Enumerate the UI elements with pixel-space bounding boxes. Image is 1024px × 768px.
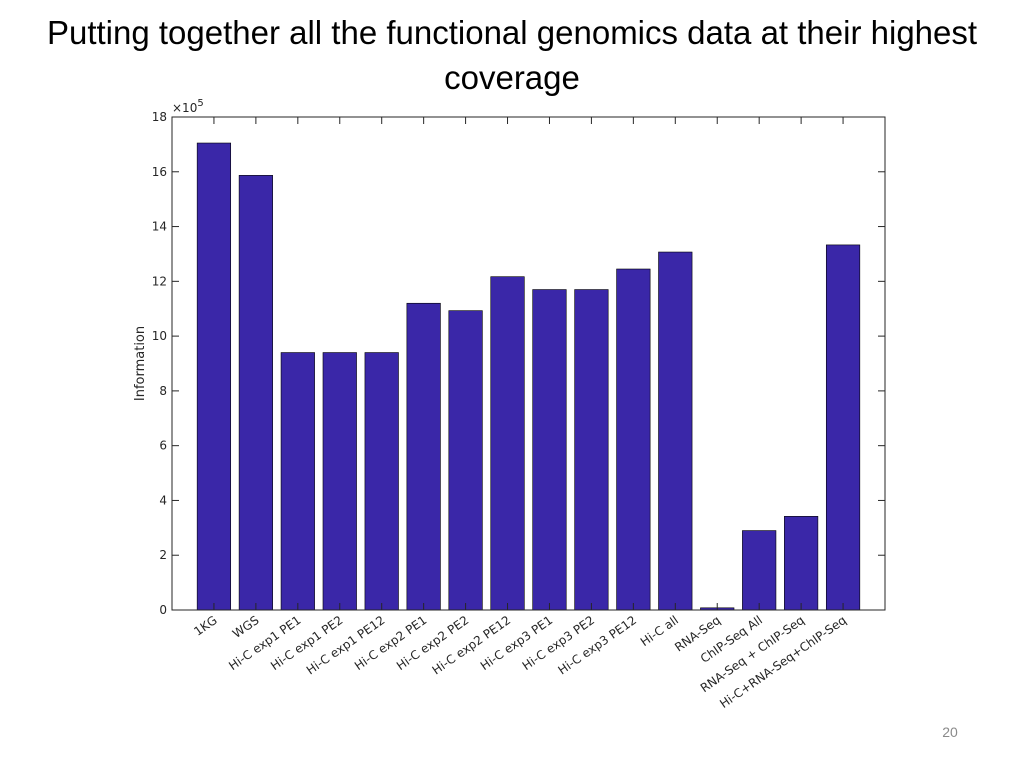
y-tick-label: 14 — [152, 220, 167, 234]
page-number: 20 — [942, 724, 958, 740]
bar-4 — [364, 352, 399, 611]
y-tick-label: 4 — [159, 493, 167, 507]
y-tick-label: 2 — [159, 548, 167, 562]
bar-6 — [448, 310, 483, 611]
x-tick-label: Hi-C exp3 PE12 — [555, 613, 639, 677]
bar-5 — [406, 302, 441, 611]
y-tick-label: 6 — [159, 439, 167, 453]
y-tick-label: 0 — [159, 603, 167, 617]
y-tick-label: 12 — [152, 274, 167, 288]
x-tick-label: WGS — [230, 613, 262, 641]
bar-11 — [658, 251, 693, 611]
y-tick-label: 8 — [159, 384, 167, 398]
bar-1 — [238, 175, 273, 611]
x-tick-label: Hi-C exp3 PE1 — [478, 613, 555, 673]
bar-2 — [280, 352, 315, 611]
bar-13 — [742, 530, 777, 611]
bar-0 — [196, 142, 232, 611]
x-tick-label: Hi-C exp2 PE1 — [352, 613, 429, 673]
y-tick-label: 10 — [152, 329, 167, 343]
y-axis-multiplier-base: ×10 — [172, 101, 197, 115]
y-tick-label: 18 — [152, 110, 167, 124]
bar-15 — [825, 244, 861, 611]
bars-layer — [196, 142, 861, 611]
x-tick-label: 1KG — [191, 613, 219, 639]
y-axis-label: Information — [133, 326, 148, 401]
y-axis-multiplier: ×105 — [172, 98, 204, 115]
bar-3 — [322, 352, 357, 611]
plot-frame — [171, 116, 886, 611]
bar-10 — [616, 268, 651, 611]
x-tick-label: Hi-C exp1 PE1 — [226, 613, 303, 673]
bar-9 — [574, 289, 609, 611]
bar-8 — [532, 289, 567, 611]
y-axis-multiplier-exponent: 5 — [197, 98, 203, 109]
slide-title: Putting together all the functional geno… — [46, 14, 978, 96]
bar-7 — [490, 276, 525, 611]
bar-14 — [784, 516, 819, 611]
y-tick-label: 16 — [152, 165, 167, 179]
